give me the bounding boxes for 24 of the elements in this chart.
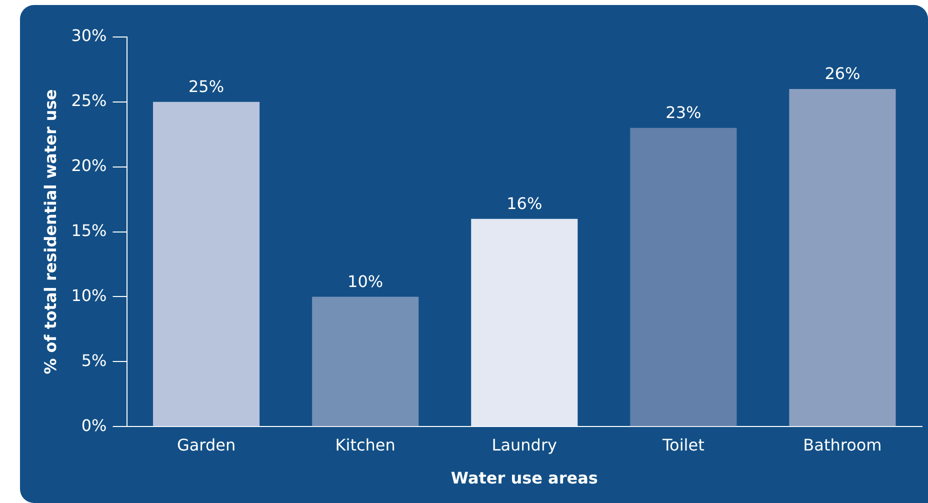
data-label: 25% [188,77,224,96]
y-tick-label: 25% [71,91,107,110]
data-label: 10% [348,272,384,291]
data-label: 16% [506,194,542,213]
x-tick-label: Toilet [662,435,704,454]
x-tick-label: Laundry [492,435,557,454]
x-tick-label: Garden [176,435,236,454]
y-tick-label: 5% [81,350,107,370]
bar [312,296,419,426]
y-axis-title: % of total residential water use [40,89,60,374]
x-tick-label: Bathroom [803,435,882,454]
y-tick-label: 0% [81,416,107,435]
bar [471,218,578,426]
data-label: 23% [666,103,702,122]
y-tick-label: 10% [71,286,107,305]
bar [153,102,260,426]
x-tick-label: Kitchen [335,435,396,454]
y-tick-label: 20% [71,156,107,176]
bar [630,128,737,426]
bar [789,88,896,426]
y-tick-label: 15% [71,220,107,240]
y-tick-label: 30% [71,26,107,46]
data-label: 26% [824,64,860,84]
x-axis-title: Water use areas [450,468,598,488]
